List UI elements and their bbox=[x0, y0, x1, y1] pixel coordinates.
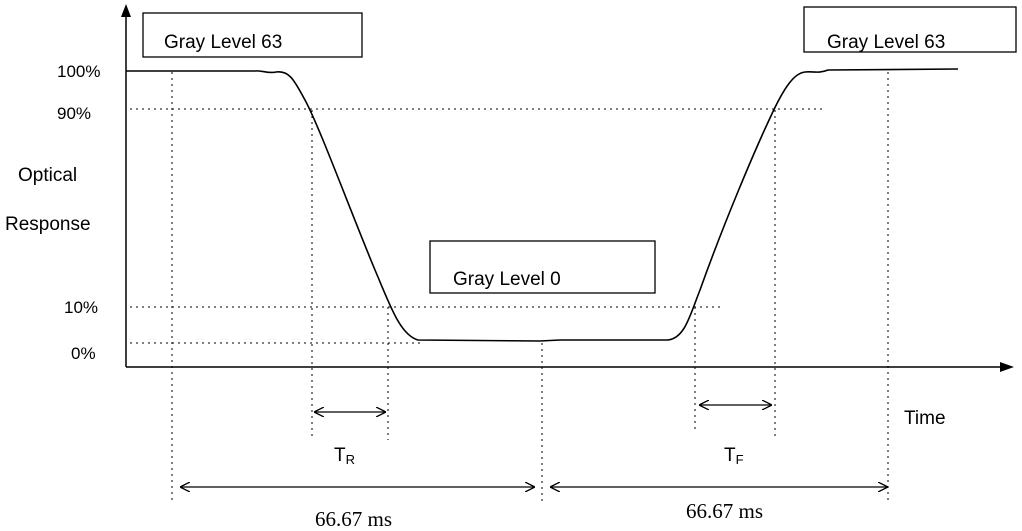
tick-label-0: 0% bbox=[71, 344, 96, 363]
gray-level-63-right-label: Gray Level 63 bbox=[827, 32, 945, 53]
fall-time-label: TF bbox=[724, 445, 744, 467]
fall-time-main: T bbox=[724, 445, 736, 466]
gray-level-63-left-label: Gray Level 63 bbox=[164, 32, 282, 53]
y-axis-title-line1: Optical bbox=[18, 165, 77, 186]
x-axis-label: Time bbox=[904, 408, 946, 429]
rise-time-label: TR bbox=[334, 445, 355, 467]
x-axis-arrowhead bbox=[1000, 362, 1014, 372]
gray-level-63-right-box: Gray Level 63 bbox=[803, 6, 1017, 53]
tick-label-90: 90% bbox=[57, 104, 91, 123]
rise-time-sub: R bbox=[346, 452, 355, 467]
gray-level-0-label: Gray Level 0 bbox=[453, 269, 561, 290]
response-curve bbox=[126, 68, 959, 342]
tick-label-100: 100% bbox=[57, 62, 100, 81]
gray-level-63-left-box: Gray Level 63 bbox=[142, 12, 363, 58]
gray-level-0-box: Gray Level 0 bbox=[429, 240, 656, 294]
y-axis-title-line2: Response bbox=[5, 214, 91, 235]
rise-time-main: T bbox=[334, 445, 346, 466]
y-axis-arrowhead bbox=[121, 4, 131, 17]
period-right-label: 66.67 ms bbox=[686, 499, 763, 523]
fall-time-sub: F bbox=[736, 452, 744, 467]
period-left-label: 66.67 ms bbox=[315, 507, 392, 531]
tick-label-10: 10% bbox=[64, 298, 98, 317]
